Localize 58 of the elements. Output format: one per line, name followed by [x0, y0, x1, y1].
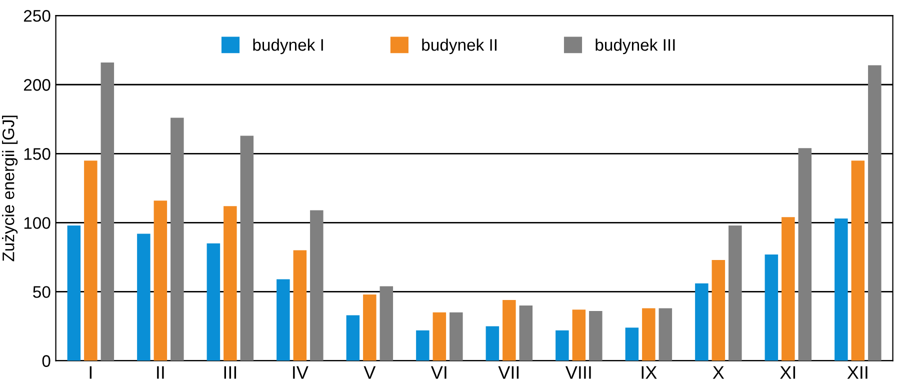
x-tick-label: I — [90, 366, 92, 379]
x-tick-label: II — [157, 366, 164, 379]
bar — [346, 315, 360, 361]
bar — [450, 312, 463, 361]
legend-label: budynek I — [253, 38, 323, 54]
x-tick-label: V — [364, 366, 376, 379]
bar — [224, 206, 237, 361]
bar — [84, 160, 98, 361]
bar — [170, 118, 184, 361]
bar — [782, 217, 795, 361]
bar — [240, 136, 254, 361]
x-tick-label: VI — [430, 366, 446, 379]
y-tick-label: 250 — [24, 10, 50, 22]
bar — [137, 234, 150, 361]
bar — [834, 218, 848, 361]
legend-label: budynek III — [596, 38, 675, 54]
y-tick-label: 150 — [24, 148, 50, 160]
x-tick-label: IV — [293, 366, 308, 379]
bar — [572, 310, 586, 361]
bar — [519, 306, 533, 361]
y-tick-label: 200 — [24, 79, 50, 91]
x-tick-label: III — [224, 366, 236, 379]
bar — [276, 279, 290, 361]
x-tick-label: X — [712, 366, 724, 379]
y-tick-label: 0 — [42, 355, 50, 367]
legend-label: budynek II — [422, 38, 496, 54]
bar — [206, 243, 220, 361]
y-tick-label: 50 — [33, 286, 50, 298]
x-tick-label: VII — [498, 366, 519, 379]
x-tick-label: XII — [847, 366, 868, 379]
bar — [502, 300, 516, 361]
bar — [100, 62, 114, 361]
bar — [868, 65, 882, 361]
bar — [642, 308, 656, 361]
x-tick-label: VIII — [565, 366, 591, 379]
bar — [310, 210, 324, 361]
bar — [589, 311, 602, 361]
bar — [363, 294, 376, 361]
y-axis-title: Zużycie energii [GJ] — [2, 116, 18, 262]
bar — [556, 330, 569, 361]
bar — [712, 260, 726, 361]
bar — [798, 148, 812, 361]
bar — [486, 326, 500, 361]
bar — [416, 330, 430, 361]
bar — [728, 225, 742, 361]
y-tick-label: 100 — [24, 217, 50, 229]
x-tick-label: IX — [642, 366, 657, 379]
bar — [695, 283, 708, 361]
bar — [154, 200, 168, 361]
bar — [625, 328, 639, 361]
bar — [432, 312, 446, 361]
bar — [764, 254, 778, 361]
x-tick-label: XI — [780, 366, 796, 379]
bar — [380, 286, 394, 361]
bar — [293, 250, 307, 361]
bar — [67, 225, 81, 361]
bar — [851, 160, 865, 361]
bar — [658, 308, 672, 361]
